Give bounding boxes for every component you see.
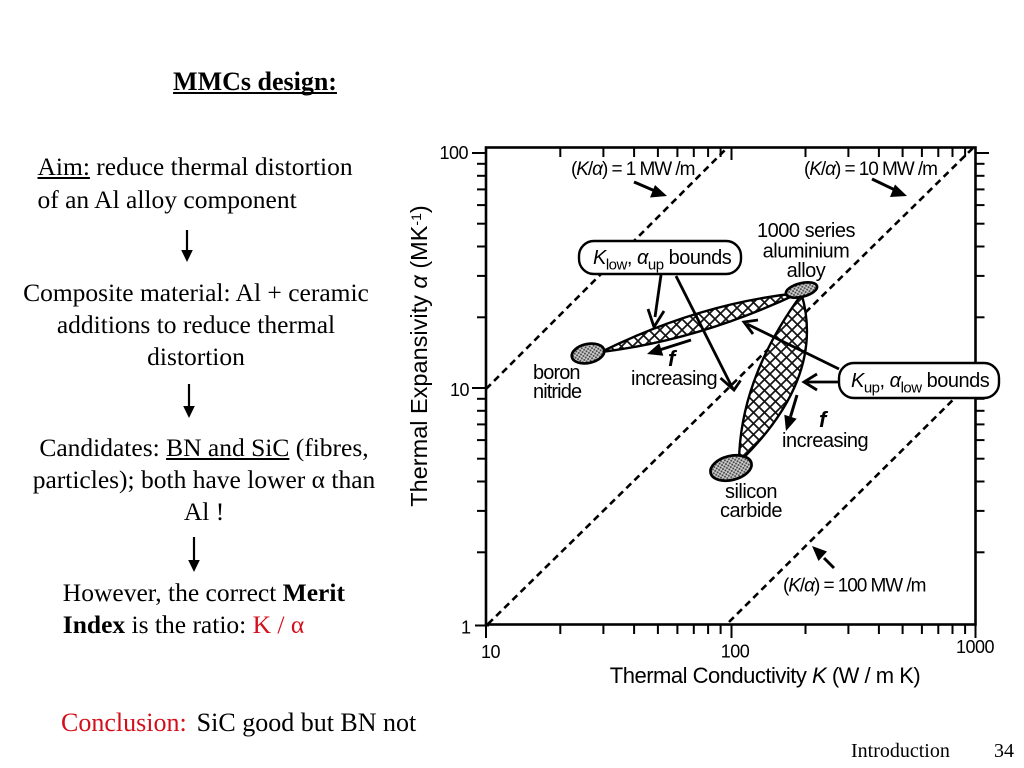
svg-text:Klow, αup bounds: Klow, αup bounds	[593, 247, 732, 274]
svg-text:(K/α) = 100 MW /m: (K/α) = 100 MW /m	[783, 576, 926, 597]
svg-text:Thermal Conductivity K (W / m: Thermal Conductivity K (W / m K)	[610, 663, 920, 688]
svg-text:increasing: increasing	[631, 368, 717, 390]
svg-text:f: f	[819, 407, 829, 432]
svg-text:boron: boron	[533, 362, 580, 384]
svg-text:aluminium: aluminium	[763, 241, 850, 263]
svg-text:nitride: nitride	[533, 381, 582, 403]
svg-text:carbide: carbide	[720, 500, 782, 522]
svg-text:alloy: alloy	[787, 260, 826, 282]
svg-text:silicon: silicon	[725, 481, 777, 503]
svg-text:1000: 1000	[956, 637, 995, 657]
svg-text:100: 100	[721, 642, 750, 662]
svg-text:100: 100	[439, 143, 468, 163]
svg-text:1: 1	[461, 618, 471, 638]
svg-text:increasing: increasing	[782, 430, 868, 452]
svg-text:(K/α) = 10 MW /m: (K/α) = 10 MW /m	[804, 159, 937, 180]
svg-text:f: f	[668, 346, 678, 371]
svg-text:(K/α) = 1 MW /m: (K/α) = 1 MW /m	[571, 159, 695, 180]
svg-text:1000 series: 1000 series	[757, 220, 855, 242]
svg-text:Kup, αlow bounds: Kup, αlow bounds	[851, 370, 990, 397]
svg-text:10: 10	[450, 380, 470, 400]
svg-text:10: 10	[481, 642, 501, 662]
svg-text:Thermal Expansivity α (MK-1): Thermal Expansivity α (MK-1)	[406, 205, 432, 506]
